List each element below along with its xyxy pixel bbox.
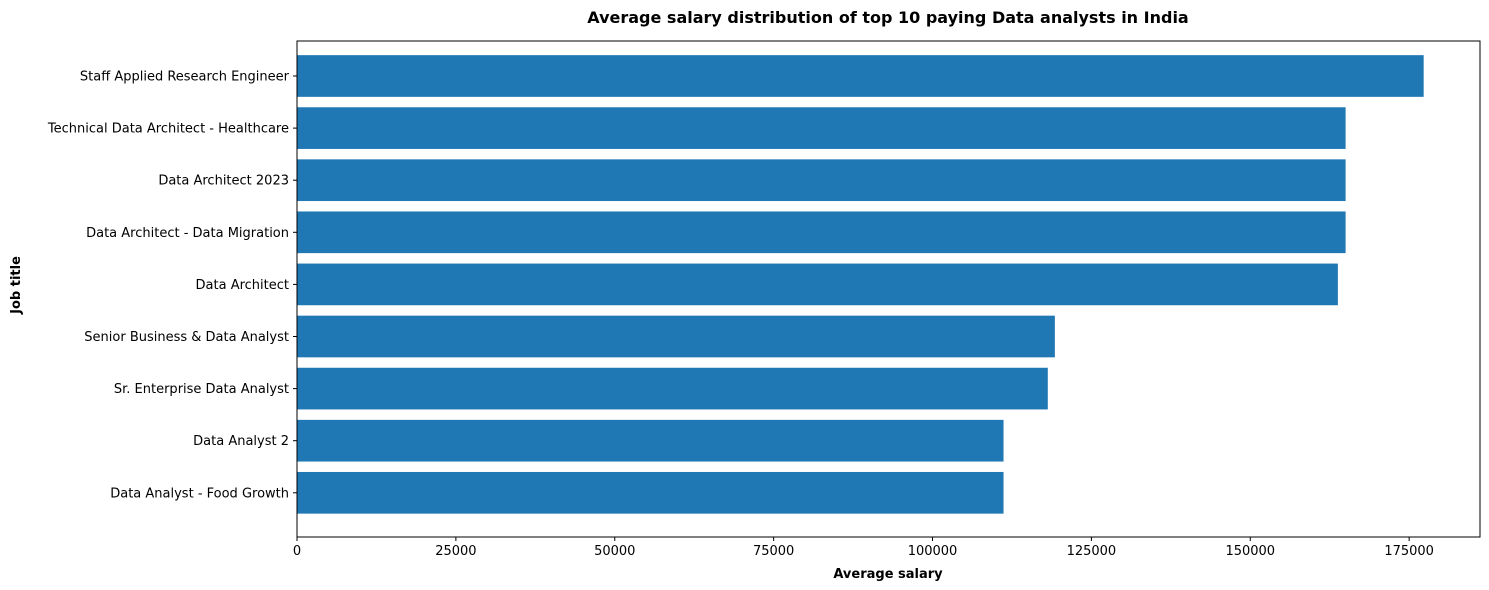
y-tick-label: Data Architect - Data Migration xyxy=(86,226,289,241)
x-tick-label: 150000 xyxy=(1225,544,1275,559)
bar xyxy=(297,55,1424,97)
y-axis-label: Job title xyxy=(9,256,24,315)
bar xyxy=(297,211,1346,254)
y-tick-label: Senior Business & Data Analyst xyxy=(84,330,289,345)
y-tick-label: Sr. Enterprise Data Analyst xyxy=(114,382,289,397)
x-tick-label: 125000 xyxy=(1067,544,1117,559)
x-axis-ticks: 0 25000 50000 75000 100000 125000 150000 175000 xyxy=(293,537,1434,559)
x-tick-label: 50000 xyxy=(594,544,635,559)
bar xyxy=(297,107,1346,149)
bar xyxy=(297,367,1048,410)
y-tick-label: Staff Applied Research Engineer xyxy=(80,70,290,85)
y-tick-label: Technical Data Architect - Healthcare xyxy=(47,122,289,137)
x-tick-label: 0 xyxy=(293,544,301,559)
bar xyxy=(297,263,1338,306)
x-tick-label: 175000 xyxy=(1384,544,1434,559)
x-tick-label: 75000 xyxy=(753,544,794,559)
chart-title: Average salary distribution of top 10 pa… xyxy=(587,8,1188,27)
y-axis-ticks: Staff Applied Research Engineer Technical… xyxy=(47,70,297,501)
x-tick-label: 100000 xyxy=(908,544,958,559)
x-axis-label: Average salary xyxy=(833,567,943,582)
bars-group xyxy=(297,55,1424,514)
y-tick-label: Data Analyst 2 xyxy=(193,434,289,449)
x-tick-label: 25000 xyxy=(435,544,476,559)
y-tick-label: Data Architect xyxy=(196,278,289,293)
y-tick-label: Data Analyst - Food Growth xyxy=(110,486,289,501)
y-tick-label: Data Architect 2023 xyxy=(158,174,289,189)
bar xyxy=(297,315,1055,358)
bar xyxy=(297,471,1004,514)
plot-frame xyxy=(296,40,1481,538)
bar xyxy=(297,419,1004,462)
bar xyxy=(297,159,1346,202)
